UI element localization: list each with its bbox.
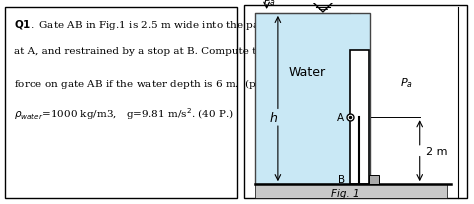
Bar (255, 184, 447, 198)
Text: $P_a$: $P_a$ (263, 0, 276, 8)
Text: $\rho_{water}$=1000 kg/m3,   g=9.81 m/s$^2$. (40 P.): $\rho_{water}$=1000 kg/m3, g=9.81 m/s$^2… (14, 106, 234, 122)
Text: $P_a$: $P_a$ (400, 75, 413, 89)
FancyBboxPatch shape (5, 8, 237, 198)
Text: Fig. 1: Fig. 1 (331, 188, 360, 198)
Bar (350, 51, 369, 184)
Text: force on gate AB if the water depth is 6 m.  (p$_a$=101325 Pa.: force on gate AB if the water depth is 6… (14, 76, 330, 90)
Text: $h$: $h$ (269, 111, 278, 125)
Bar (369, 175, 379, 184)
Text: at A, and restrained by a stop at B. Compute the hydrostatic: at A, and restrained by a stop at B. Com… (14, 47, 332, 56)
Text: Water: Water (289, 66, 326, 79)
Bar (255, 14, 370, 184)
Text: $\mathbf{Q1}$$.$ Gate AB in Fig.1 is 2.5 m wide into the paper, hinged: $\mathbf{Q1}$$.$ Gate AB in Fig.1 is 2.5… (14, 18, 321, 32)
Text: B: B (338, 174, 346, 184)
Text: A: A (337, 113, 344, 123)
Text: 2 m: 2 m (427, 146, 448, 156)
